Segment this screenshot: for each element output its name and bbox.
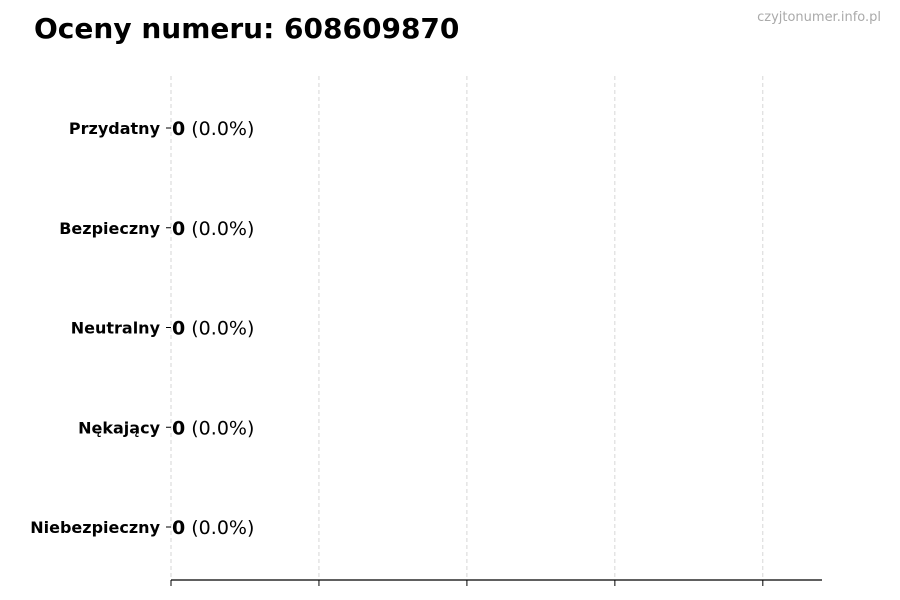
data-label: 0 (0.0%) — [172, 517, 254, 539]
watermark: czyjtonumer.info.pl — [757, 10, 881, 25]
y-tick-label: Neutralny — [71, 319, 161, 338]
chart-title: Oceny numeru: 608609870 — [34, 12, 460, 45]
data-label-percent: (0.0%) — [185, 517, 254, 539]
data-label-percent: (0.0%) — [185, 218, 254, 240]
data-label-percent: (0.0%) — [185, 318, 254, 340]
y-tick-label: Nękający — [78, 418, 160, 437]
data-label-percent: (0.0%) — [185, 417, 254, 439]
y-tick-label: Przydatny — [69, 119, 161, 138]
data-label: 0 (0.0%) — [172, 318, 254, 340]
data-label: 0 (0.0%) — [172, 218, 254, 240]
data-label: 0 (0.0%) — [172, 118, 254, 140]
data-label: 0 (0.0%) — [172, 417, 254, 439]
data-label-count: 0 — [172, 318, 185, 340]
data-label-count: 0 — [172, 118, 185, 140]
data-label-count: 0 — [172, 218, 185, 240]
y-tick-label: Niebezpieczny — [30, 518, 160, 537]
y-tick-label: Bezpieczny — [59, 219, 160, 238]
data-label-percent: (0.0%) — [185, 118, 254, 140]
data-label-count: 0 — [172, 417, 185, 439]
data-label-count: 0 — [172, 517, 185, 539]
